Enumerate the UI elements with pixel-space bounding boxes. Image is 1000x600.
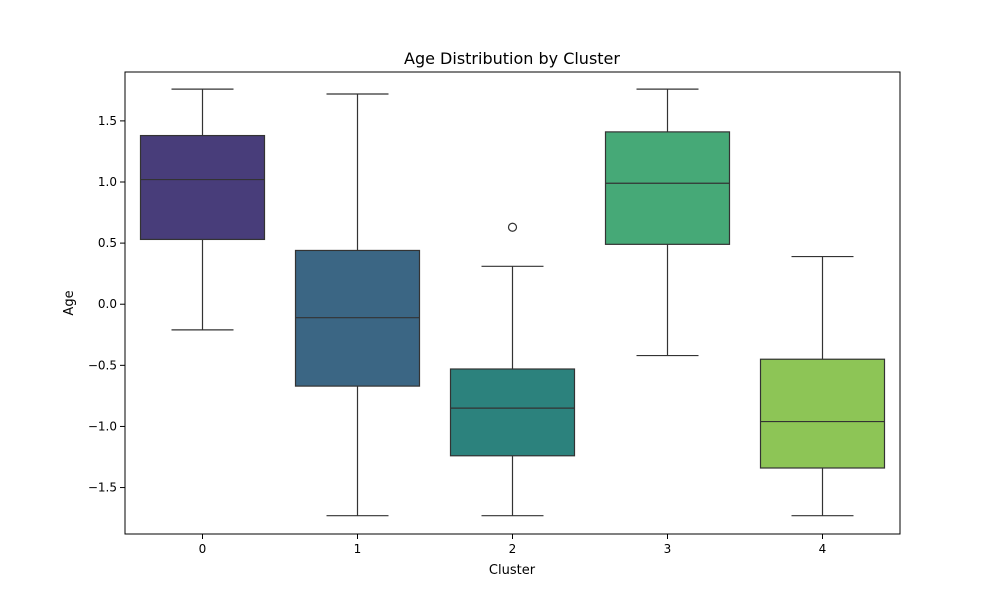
box-cluster-3 — [604, 88, 731, 357]
x-tick-label: 2 — [509, 542, 517, 556]
iqr-box — [139, 134, 266, 241]
y-axis: −1.5 −1.0 −0.5 0.0 0.5 1.0 1.5 — [88, 114, 125, 495]
outlier-point — [507, 222, 518, 232]
y-tick-label: −1.5 — [88, 481, 117, 495]
iqr-box — [759, 358, 886, 469]
iqr-box — [604, 131, 731, 245]
x-axis-label: Cluster — [489, 563, 536, 578]
box-cluster-0 — [139, 88, 266, 331]
y-tick-label: 1.0 — [98, 175, 117, 189]
x-axis: 0 1 2 3 4 — [199, 534, 827, 556]
x-tick-label: 1 — [354, 542, 362, 556]
y-tick-label: 0.5 — [98, 236, 117, 250]
y-tick-label: 1.5 — [98, 114, 117, 128]
iqr-box — [294, 249, 421, 387]
box-cluster-1 — [294, 93, 421, 517]
y-tick-label: −0.5 — [88, 358, 117, 372]
chart-title: Age Distribution by Cluster — [404, 49, 620, 68]
y-axis-label: Age — [62, 290, 77, 315]
box-cluster-4 — [759, 255, 886, 517]
x-tick-label: 3 — [664, 542, 672, 556]
y-tick-label: 0.0 — [98, 297, 117, 311]
box-cluster-2 — [449, 222, 576, 517]
y-tick-label: −1.0 — [88, 419, 117, 433]
x-tick-label: 4 — [819, 542, 827, 556]
x-tick-label: 0 — [199, 542, 207, 556]
iqr-box — [449, 368, 576, 457]
plot-area — [139, 88, 886, 517]
